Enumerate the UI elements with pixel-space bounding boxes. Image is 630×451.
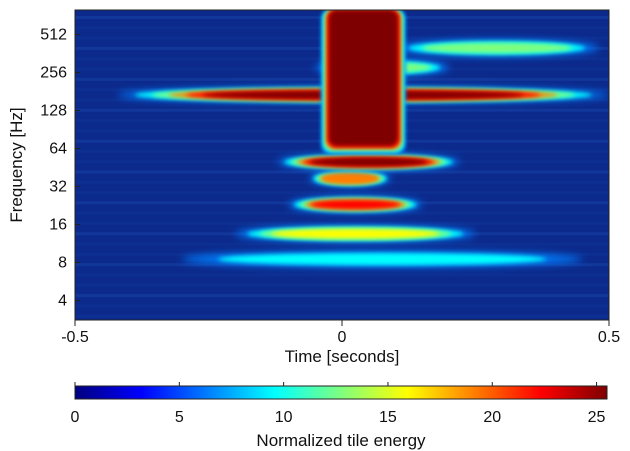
colorbar-tick-label: 5 <box>175 409 184 426</box>
y-tick-label: 32 <box>49 178 67 195</box>
x-axis: -0.5 0 0.5 <box>61 320 620 346</box>
energy-band <box>395 39 599 56</box>
x-tick-label: 0.5 <box>598 329 620 346</box>
background-streak <box>75 283 609 287</box>
band-contour <box>217 253 547 266</box>
colorbar-gradient <box>74 385 608 400</box>
band-contour <box>310 200 401 209</box>
colorbar-tick-label: 25 <box>588 409 606 426</box>
colorbar-ticks: 0 5 10 15 20 25 <box>71 382 606 426</box>
background-streak <box>75 273 609 277</box>
x-tick-label: -0.5 <box>61 329 89 346</box>
energy-band <box>288 196 423 213</box>
band-contour <box>421 42 573 54</box>
y-tick-label: 512 <box>40 26 67 43</box>
energy-band <box>309 170 391 187</box>
plot-area <box>75 10 609 320</box>
y-tick-label: 16 <box>49 216 67 233</box>
colorbar: 0 5 10 15 20 25 Normalized tile energy <box>71 382 608 450</box>
y-tick-label: 128 <box>40 102 67 119</box>
colorbar-title: Normalized tile energy <box>256 431 426 450</box>
background-streak <box>75 314 609 318</box>
y-tick-label: 64 <box>49 140 67 157</box>
background-streak <box>75 222 609 225</box>
colorbar-tick-label: 20 <box>483 409 501 426</box>
y-tick-label: 256 <box>40 64 67 81</box>
energy-band <box>235 225 476 242</box>
x-tick-label: 0 <box>338 329 347 346</box>
band-contour <box>309 157 429 167</box>
background-streak <box>75 191 609 195</box>
energy-band <box>117 86 609 103</box>
background-streak <box>75 211 609 215</box>
blob-contour <box>329 10 398 146</box>
band-contour <box>271 229 440 239</box>
y-axis-title: Frequency [Hz] <box>7 107 26 222</box>
band-contour <box>323 174 377 183</box>
x-axis-title: Time [seconds] <box>285 347 400 366</box>
y-tick-label: 8 <box>58 254 67 271</box>
colorbar-tick-label: 10 <box>275 409 293 426</box>
energy-blob <box>321 10 406 154</box>
y-tick-label: 4 <box>58 292 67 309</box>
background-streak <box>75 304 609 308</box>
energy-features <box>117 10 609 268</box>
y-axis: 4 8 16 32 64 128 256 512 <box>40 26 80 309</box>
background-streak <box>75 242 609 246</box>
background-streak <box>75 294 609 298</box>
energy-band <box>277 153 460 170</box>
colorbar-tick-label: 0 <box>71 409 80 426</box>
energy-band <box>181 251 583 268</box>
colorbar-tick-label: 15 <box>379 409 397 426</box>
